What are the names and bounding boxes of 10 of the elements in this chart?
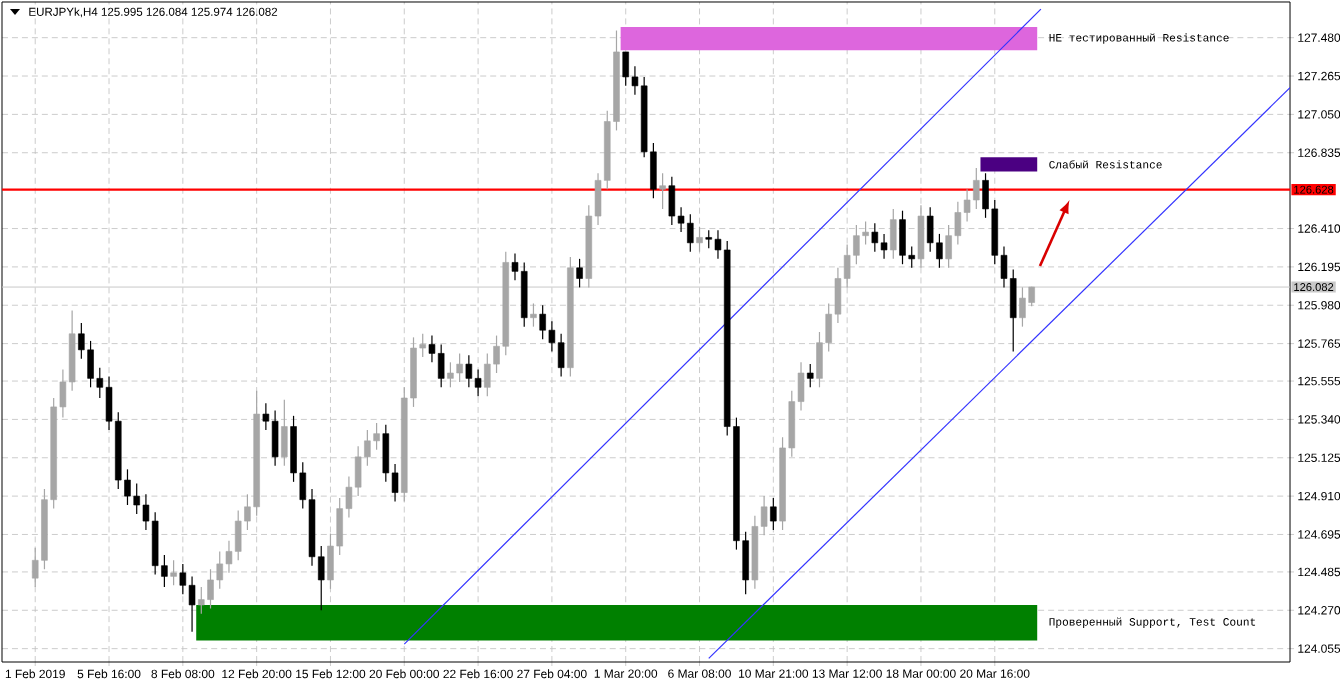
candlestick — [281, 399, 288, 467]
candlestick — [696, 226, 703, 253]
candlestick — [170, 559, 177, 586]
candlestick — [576, 258, 583, 288]
candlestick — [659, 172, 666, 210]
candlestick — [890, 208, 897, 260]
candlestick — [530, 302, 537, 328]
candlestick — [770, 497, 777, 531]
candlestick — [806, 363, 814, 388]
candlestick — [917, 204, 925, 269]
